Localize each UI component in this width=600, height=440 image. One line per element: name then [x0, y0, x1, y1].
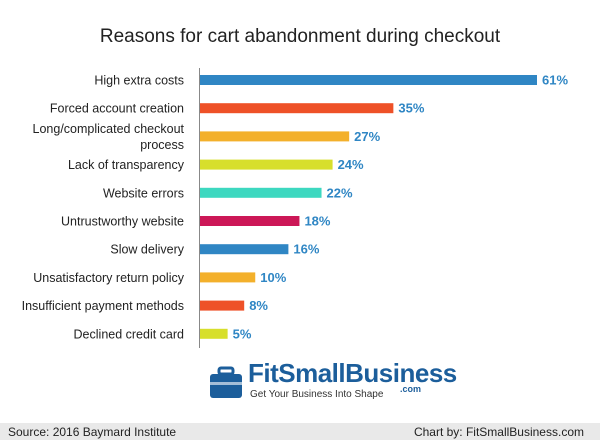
category-label: Forced account creation — [50, 102, 184, 116]
value-label: 35% — [398, 101, 424, 116]
bar — [200, 272, 256, 283]
bar — [200, 300, 245, 311]
briefcase-icon — [210, 366, 242, 398]
category-label: Insufficient payment methods — [22, 299, 184, 313]
footer-bar: Source: 2016 Baymard Institute Chart by:… — [0, 423, 600, 440]
category-label-line: Slow delivery — [110, 243, 184, 257]
category-label: Unsatisfactory return policy — [33, 271, 185, 285]
bar-chart: 61% High extra costs 35% Forced account cre… — [22, 68, 568, 348]
category-label: Lack of transparency — [68, 158, 185, 172]
value-label: 24% — [338, 157, 364, 172]
value-label: 10% — [260, 270, 286, 285]
category-label-line: High extra costs — [94, 74, 184, 88]
value-label: 5% — [233, 326, 252, 341]
value-label: 18% — [304, 214, 330, 229]
category-label-line: Long/complicated checkout — [33, 122, 185, 136]
bar — [200, 159, 333, 170]
fitsmallbusiness-logo: FitSmallBusiness .com Get Your Business … — [208, 358, 457, 406]
category-label: Long/complicated checkout process — [33, 122, 185, 152]
chart-title: Reasons for cart abandonment during chec… — [99, 26, 501, 47]
logo-suffix: .com — [400, 384, 422, 394]
category-label: Declined credit card — [74, 327, 185, 341]
category-label-line: Unsatisfactory return policy — [33, 271, 185, 285]
category-label-line: Insufficient payment methods — [22, 299, 184, 313]
category-label-line: Forced account creation — [50, 102, 184, 116]
value-label: 8% — [249, 298, 268, 313]
logo-name: FitSmallBusiness — [248, 358, 457, 388]
bar — [200, 103, 394, 114]
bar — [200, 216, 300, 226]
category-label: Website errors — [103, 186, 184, 200]
category-label-line: Declined credit card — [74, 327, 185, 341]
category-label: High extra costs — [94, 74, 184, 88]
bar — [200, 131, 350, 142]
value-label: 16% — [293, 242, 319, 257]
logo-tagline: Get Your Business Into Shape — [250, 389, 384, 400]
bar — [200, 75, 537, 85]
value-label: 22% — [327, 185, 353, 200]
value-label: 27% — [354, 129, 380, 144]
chart-credit: Chart by: FitSmallBusiness.com — [413, 425, 584, 439]
category-label-line: Lack of transparency — [68, 158, 185, 172]
category-label: Untrustworthy website — [61, 215, 184, 229]
bar — [200, 187, 322, 198]
category-label-line: process — [140, 138, 184, 152]
category-label-line: Website errors — [103, 186, 184, 200]
category-label: Slow delivery — [110, 243, 184, 257]
bar — [200, 328, 228, 339]
category-label-line: Untrustworthy website — [61, 215, 184, 229]
bar — [200, 244, 289, 255]
value-label: 61% — [542, 73, 568, 88]
source-note: Source: 2016 Baymard Institute — [8, 425, 177, 439]
